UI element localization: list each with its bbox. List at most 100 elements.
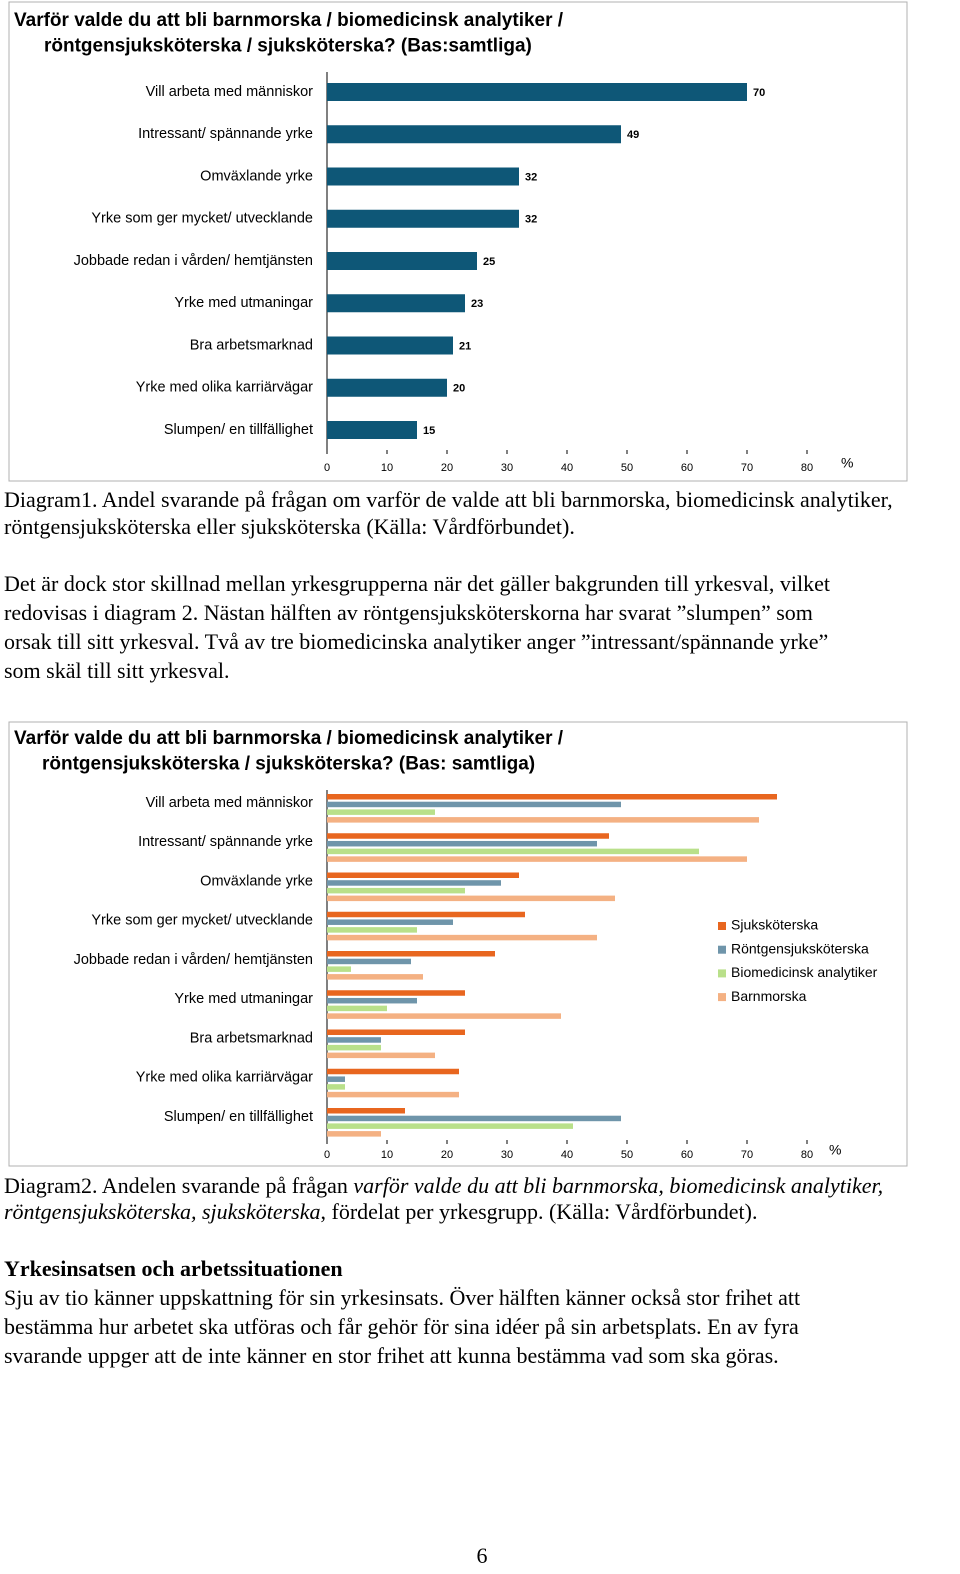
bar xyxy=(327,997,417,1004)
caption-line: Diagram2. Andelen svarande på frågan var… xyxy=(4,1173,883,1198)
bar xyxy=(327,872,519,878)
caption-segment: , fördelat per yrkesgrupp. (Källa: Vårdf… xyxy=(321,1199,758,1224)
bar xyxy=(327,911,525,918)
x-tick-label: 30 xyxy=(501,462,513,474)
text-line: Sju av tio känner uppskattning för sin y… xyxy=(4,1285,800,1310)
legend-label: Röntgensjuksköterska xyxy=(731,940,869,956)
bar xyxy=(327,252,477,270)
bar xyxy=(327,1037,381,1043)
bar xyxy=(327,1091,459,1098)
text-line: svarande uppger att de inte känner en st… xyxy=(4,1343,779,1368)
bar xyxy=(327,927,417,933)
bar xyxy=(327,1131,381,1137)
chart-title: röntgensjuksköterska / sjuksköterska? (B… xyxy=(42,754,535,775)
text-line: orsak till sitt yrkesval. Två av tre bio… xyxy=(4,629,828,654)
category-label: Slumpen/ en tillfällighet xyxy=(164,1109,313,1125)
x-tick-label: 40 xyxy=(561,1149,573,1161)
bar xyxy=(327,951,495,957)
bar xyxy=(327,856,747,862)
legend-swatch xyxy=(718,945,726,954)
bar xyxy=(327,848,699,855)
bar xyxy=(327,958,411,965)
legend-label: Biomedicinsk analytiker xyxy=(731,964,878,980)
value-label: 25 xyxy=(483,256,495,268)
x-tick-label: 70 xyxy=(741,462,753,474)
bar xyxy=(327,974,423,980)
legend-swatch xyxy=(718,969,726,978)
bar xyxy=(327,934,597,941)
text-line: röntgensjuksköterska eller sjuksköterska… xyxy=(4,514,575,539)
category-label: Jobbade redan i vården/ hemtjänsten xyxy=(74,952,313,968)
bar xyxy=(327,990,465,996)
bar xyxy=(327,1076,345,1082)
bar xyxy=(327,840,597,847)
legend-swatch xyxy=(718,993,726,1002)
x-tick-label: 0 xyxy=(324,1149,330,1161)
category-label: Yrke som ger mycket/ utvecklande xyxy=(91,211,313,227)
x-tick-label: 30 xyxy=(501,1149,513,1161)
bar xyxy=(327,421,417,439)
category-label: Bra arbetsmarknad xyxy=(190,1030,313,1046)
bar xyxy=(327,209,519,228)
text-line: bestämma hur arbetet ska utföras och får… xyxy=(4,1314,799,1339)
text-line: Det är dock stor skillnad mellan yrkesgr… xyxy=(4,571,830,596)
unit-label: % xyxy=(841,455,853,471)
bar xyxy=(327,167,519,186)
x-tick-label: 20 xyxy=(441,1149,453,1161)
category-label: Intressant/ spännande yrke xyxy=(138,834,313,850)
bar xyxy=(327,801,621,808)
legend-label: Barnmorska xyxy=(731,988,807,1004)
chart-frame xyxy=(8,721,908,1167)
page-number: 6 xyxy=(477,1543,488,1568)
value-label: 20 xyxy=(453,383,465,395)
bar xyxy=(327,895,615,902)
bar xyxy=(327,817,759,823)
x-tick-label: 60 xyxy=(681,1149,693,1161)
bar xyxy=(327,336,453,355)
bar xyxy=(327,833,609,839)
category-label: Intressant/ spännande yrke xyxy=(138,126,313,142)
category-label: Bra arbetsmarknad xyxy=(190,337,313,353)
caption-segment: varför valde du att bli barnmorska, biom… xyxy=(353,1173,883,1198)
category-label: Yrke med olika karriärvägar xyxy=(136,1070,313,1086)
bar xyxy=(327,1084,345,1090)
chart-frame xyxy=(8,1,908,482)
x-tick-label: 0 xyxy=(324,462,330,474)
chart-title: Varför valde du att bli barnmorska / bio… xyxy=(14,728,564,749)
x-tick-label: 40 xyxy=(561,462,573,474)
text-line: som skäl till sitt yrkesval. xyxy=(4,658,230,683)
bar xyxy=(327,919,453,925)
chart-title: Varför valde du att bli barnmorska / bio… xyxy=(14,10,564,31)
category-label: Omväxlande yrke xyxy=(200,168,313,184)
unit-label: % xyxy=(829,1142,841,1158)
category-label: Vill arbeta med människor xyxy=(146,795,314,811)
category-label: Yrke med olika karriärvägar xyxy=(136,380,313,396)
bar xyxy=(327,294,465,313)
category-label: Yrke med utmaningar xyxy=(174,991,313,1007)
bar xyxy=(327,1108,405,1114)
category-label: Slumpen/ en tillfällighet xyxy=(164,422,313,438)
x-tick-label: 50 xyxy=(621,462,633,474)
bar xyxy=(327,880,501,886)
bar xyxy=(327,809,435,815)
x-tick-label: 10 xyxy=(381,462,393,474)
value-label: 70 xyxy=(753,87,765,99)
text-line: redovisas i diagram 2. Nästan hälften av… xyxy=(4,600,813,625)
value-label: 15 xyxy=(423,425,435,437)
bar xyxy=(327,966,351,972)
caption-segment: röntgensjuksköterska, sjuksköterska xyxy=(4,1199,321,1224)
x-tick-label: 80 xyxy=(801,462,813,474)
caption-line: röntgensjuksköterska, sjuksköterska, för… xyxy=(4,1199,758,1224)
bar xyxy=(327,83,747,101)
bar xyxy=(327,378,447,397)
caption-segment: Diagram2. Andelen svarande på frågan xyxy=(4,1173,353,1198)
x-tick-label: 50 xyxy=(621,1149,633,1161)
bar xyxy=(327,1068,459,1075)
bar xyxy=(327,1029,465,1035)
bar xyxy=(327,125,621,144)
x-tick-label: 80 xyxy=(801,1149,813,1161)
heading: Yrkesinsatsen och arbetssituationen xyxy=(4,1256,343,1281)
bar xyxy=(327,794,777,800)
bar xyxy=(327,1005,387,1012)
